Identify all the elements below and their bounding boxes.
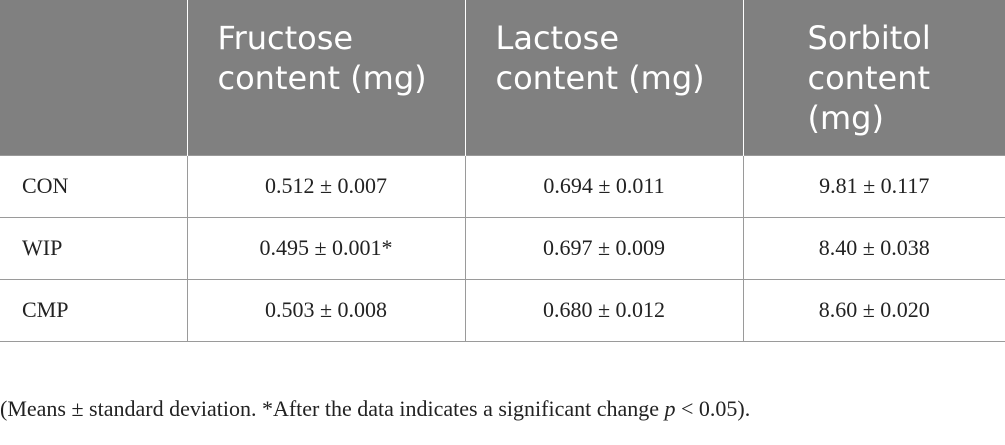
- row-label: CON: [0, 154, 187, 217]
- header-text: Fructose content (mg): [217, 19, 427, 97]
- footnote-italic: p: [664, 396, 676, 421]
- table-cell: 0.697 ± 0.009: [464, 216, 743, 279]
- table-cell: 0.680 ± 0.012: [464, 278, 743, 342]
- table-cell: 9.81 ± 0.117: [742, 154, 1005, 217]
- row-label: CMP: [0, 278, 187, 342]
- table-row: CON 0.512 ± 0.007 0.694 ± 0.011 9.81 ± 0.11…: [0, 154, 1005, 217]
- header-text: Sorbitol content (mg): [807, 19, 931, 137]
- header-row: Fructose content (mg) Lactose content (mg…: [0, 0, 1005, 155]
- header-cell: Sorbitol content (mg): [742, 0, 1005, 155]
- header-text: Lactose content (mg): [495, 19, 705, 97]
- table-cell: 8.40 ± 0.038: [742, 216, 1005, 279]
- table-body: CON 0.512 ± 0.007 0.694 ± 0.011 9.81 ± 0.11…: [0, 154, 1005, 342]
- header-cell: Lactose content (mg): [464, 0, 743, 155]
- table-row: CMP 0.503 ± 0.008 0.680 ± 0.012 8.60 ± 0.02…: [0, 278, 1005, 342]
- table-cell: 0.512 ± 0.007: [186, 154, 465, 217]
- table-cell: 0.495 ± 0.001*: [186, 216, 465, 279]
- header-cell: [0, 0, 187, 155]
- footnote-text: (Means ± standard deviation. *After the …: [0, 396, 665, 421]
- table-cell: 0.503 ± 0.008: [186, 278, 465, 342]
- table-row: WIP 0.495 ± 0.001* 0.697 ± 0.009 8.40 ± 0.0…: [0, 216, 1005, 279]
- footnote: (Means ± standard deviation. *After the …: [0, 396, 750, 422]
- table-cell: 8.60 ± 0.020: [742, 278, 1005, 342]
- data-table: Fructose content (mg) Lactose content (mg…: [0, 0, 1005, 342]
- row-label: WIP: [0, 216, 187, 279]
- footnote-text: < 0.05).: [675, 396, 751, 421]
- header-cell: Fructose content (mg): [186, 0, 465, 155]
- table-cell: 0.694 ± 0.011: [464, 154, 743, 217]
